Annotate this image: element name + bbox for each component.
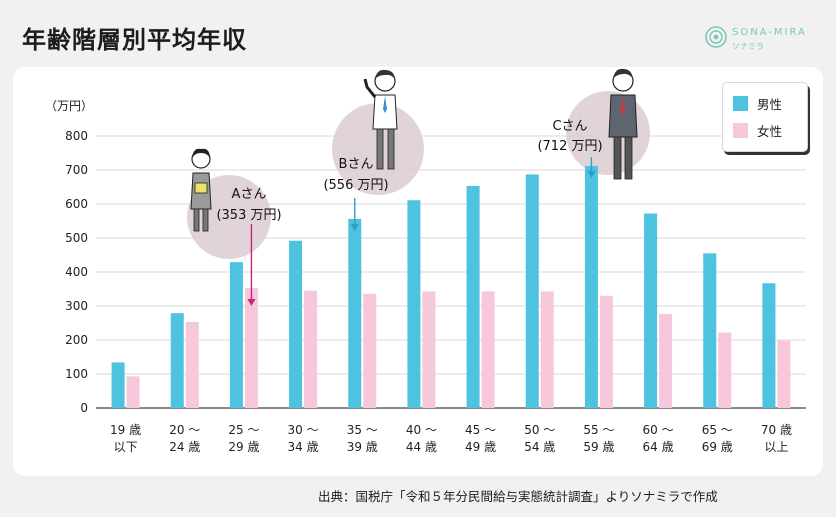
bar-female xyxy=(481,291,495,408)
y-axis-label: （万円） xyxy=(45,99,93,113)
brand-name: SONA-MIRA xyxy=(732,27,807,38)
bar-female xyxy=(659,313,673,408)
x-tick-label: 25 〜 xyxy=(228,423,259,437)
x-tick-label: 以下 xyxy=(114,440,138,454)
annotation-a-name: Aさん xyxy=(232,187,267,202)
annotation-b-name: Bさん xyxy=(339,157,374,172)
x-tick-label: 24 歳 xyxy=(169,440,200,454)
x-tick-label: 19 歳 xyxy=(110,423,141,437)
source-note: 出典：国税庁「令和５年分民間給与実態統計調査」よりソナミラで作成 xyxy=(318,489,718,504)
bar-male xyxy=(584,165,598,408)
bar-female xyxy=(718,332,732,408)
bar-female xyxy=(244,287,258,408)
brand-logo: SONA-MIRA ソナミラ xyxy=(704,23,822,55)
legend-item-male: 男性 xyxy=(733,94,782,112)
x-tick-label: 以上 xyxy=(764,440,788,454)
x-tick-label: 20 〜 xyxy=(169,423,200,437)
x-tick-label: 55 〜 xyxy=(583,423,614,437)
bar-male xyxy=(525,174,539,408)
legend-swatch-male xyxy=(733,95,748,111)
bar-male xyxy=(407,200,421,408)
bar-female xyxy=(304,290,318,408)
x-tick-label: 60 〜 xyxy=(643,423,674,437)
annotation-c-name: Cさん xyxy=(552,119,587,134)
y-tick-label: 800 xyxy=(65,129,88,143)
x-tick-label: 35 〜 xyxy=(347,423,378,437)
bar-male xyxy=(644,213,658,408)
annotation-arrow-head xyxy=(587,170,596,178)
bar-male xyxy=(762,283,776,408)
bar-female xyxy=(363,293,377,408)
bar-female xyxy=(422,291,436,408)
bar-male xyxy=(703,253,717,408)
x-tick-label: 49 歳 xyxy=(465,440,496,454)
bar-male xyxy=(229,262,243,408)
brand-mark-icon xyxy=(705,26,727,48)
legend-swatch-female xyxy=(733,122,748,138)
x-tick-label: 29 歳 xyxy=(228,440,259,454)
x-tick-label: 39 歳 xyxy=(347,440,378,454)
person-a-illustration xyxy=(190,148,212,232)
x-tick-label: 54 歳 xyxy=(524,440,555,454)
legend-label-male: 男性 xyxy=(757,96,783,112)
y-tick-label: 100 xyxy=(65,367,88,381)
annotation-b-value: (556 万円) xyxy=(323,178,388,193)
x-tick-label: 30 〜 xyxy=(288,423,319,437)
bar-male xyxy=(289,240,303,408)
bar-male xyxy=(170,313,184,408)
x-tick-label: 34 歳 xyxy=(288,440,319,454)
x-tick-label: 50 〜 xyxy=(524,423,555,437)
chart-legend: 男性 女性 xyxy=(722,82,808,152)
x-tick-label: 59 歳 xyxy=(583,440,614,454)
bar-female xyxy=(777,340,791,408)
bar-male xyxy=(348,218,362,408)
y-tick-label: 700 xyxy=(65,163,88,177)
x-tick-label: 44 歳 xyxy=(406,440,437,454)
y-tick-label: 300 xyxy=(65,299,88,313)
person-c-illustration xyxy=(608,68,638,180)
x-tick-label: 45 〜 xyxy=(465,423,496,437)
y-tick-label: 600 xyxy=(65,197,88,211)
y-tick-label: 400 xyxy=(65,265,88,279)
bar-male xyxy=(111,362,125,408)
legend-label-female: 女性 xyxy=(757,123,783,139)
person-b-illustration xyxy=(363,69,398,170)
brand-subname: ソナミラ xyxy=(732,42,764,51)
y-tick-label: 0 xyxy=(80,401,88,415)
legend-item-female: 女性 xyxy=(733,121,782,139)
y-tick-label: 200 xyxy=(65,333,88,347)
x-tick-label: 69 歳 xyxy=(702,440,733,454)
y-tick-label: 500 xyxy=(65,231,88,245)
bar-female xyxy=(126,376,140,408)
annotation-c-value: (712 万円) xyxy=(537,139,602,154)
x-tick-label: 65 〜 xyxy=(702,423,733,437)
bar-female xyxy=(540,291,554,408)
bar-female xyxy=(599,295,613,408)
x-tick-label: 70 歳 xyxy=(761,423,792,437)
page-title: 年齢階層別平均年収 xyxy=(22,26,247,54)
annotation-a-value: (353 万円) xyxy=(216,208,281,223)
bar-male xyxy=(466,185,480,408)
bar-chart: 0 100 200 300 400 500 600 700 800 （万円） 19 歳以下 20 … xyxy=(45,68,806,454)
annotation-arrow-head xyxy=(247,298,256,306)
x-tick-label: 64 歳 xyxy=(643,440,674,454)
x-tick-label: 40 〜 xyxy=(406,423,437,437)
chart-card: 0 100 200 300 400 500 600 700 800 （万円） 19 歳以下 20 … xyxy=(13,67,823,476)
annotation-arrow-head xyxy=(350,223,359,231)
bar-female xyxy=(185,321,199,408)
